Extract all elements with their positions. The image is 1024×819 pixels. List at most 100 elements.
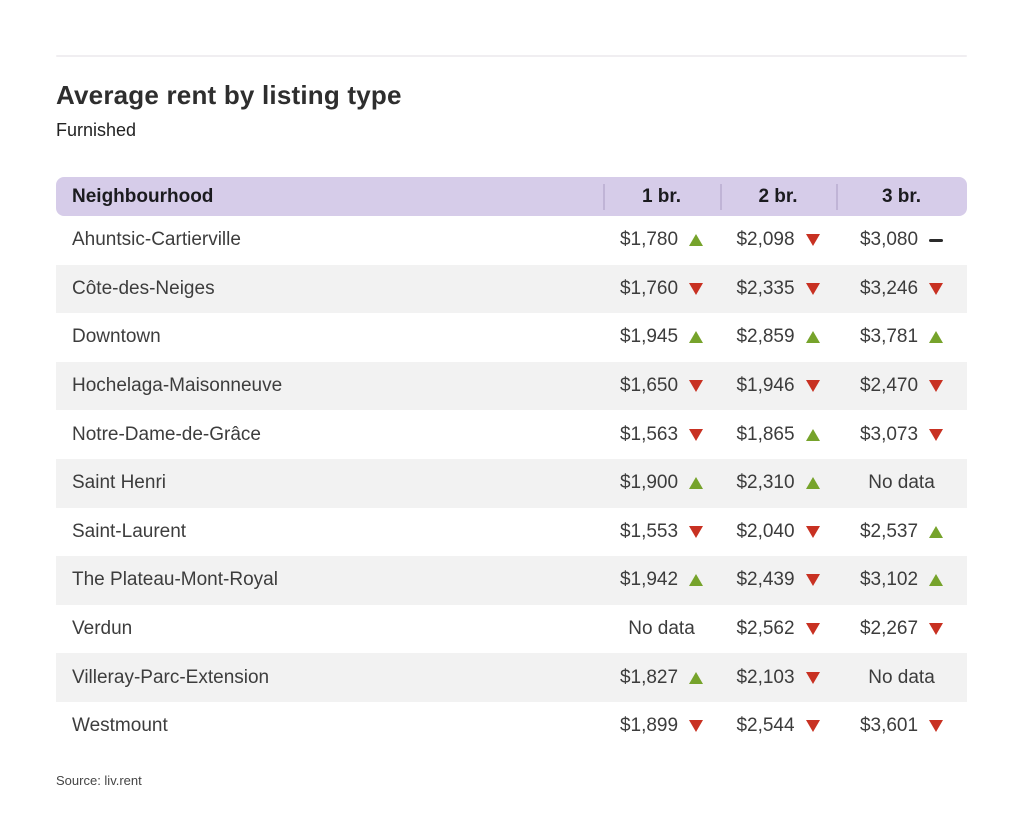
rent-cell-2br: $2,439 xyxy=(720,569,836,591)
table-row: Verdun No data $2,562 $2,267 xyxy=(56,604,967,654)
rent-cell-1br: $1,563 xyxy=(603,424,720,446)
trend-down-icon xyxy=(689,525,704,538)
trend-down-icon xyxy=(805,282,820,295)
trend-up-icon xyxy=(689,331,704,344)
trend-down-icon xyxy=(805,380,820,393)
trend-up-icon xyxy=(689,234,704,247)
rent-value: $1,553 xyxy=(619,520,679,542)
column-header-neighbourhood: Neighbourhood xyxy=(72,185,214,207)
top-divider xyxy=(56,55,967,57)
trend-down-icon xyxy=(929,282,944,295)
rent-value: $1,760 xyxy=(619,277,679,299)
column-header-2br: 2 br. xyxy=(720,186,836,208)
trend-down-icon xyxy=(929,380,944,393)
table-row: Côte-des-Neiges $1,760 $2,335 $3,246 xyxy=(56,264,967,314)
trend-down-icon xyxy=(805,525,820,538)
trend-up-icon xyxy=(805,477,820,490)
rent-value: $3,080 xyxy=(859,229,919,251)
rent-cell-2br: $2,310 xyxy=(720,472,836,494)
rent-value: $3,781 xyxy=(859,326,919,348)
table-row: Villeray-Parc-Extension $1,827 $2,103 No… xyxy=(56,653,967,702)
rent-cell-1br: $1,827 xyxy=(603,667,720,689)
rent-value: No data xyxy=(628,618,695,640)
rent-cell-1br: $1,553 xyxy=(603,521,720,543)
rent-value: $1,942 xyxy=(619,569,679,591)
trend-down-icon xyxy=(805,671,820,684)
rent-value: $1,899 xyxy=(619,715,679,737)
rent-cell-3br: $2,470 xyxy=(836,375,967,397)
trend-up-icon xyxy=(805,331,820,344)
rent-value: No data xyxy=(868,472,935,494)
neighbourhood-name: Ahuntsic-Cartierville xyxy=(72,229,241,251)
table-row: Downtown $1,945 $2,859 $3,781 xyxy=(56,313,967,362)
rent-value: No data xyxy=(868,666,935,688)
trend-down-icon xyxy=(689,380,704,393)
rent-cell-1br: $1,900 xyxy=(603,472,720,494)
neighbourhood-name: Côte-des-Neiges xyxy=(72,277,215,299)
content-area: Average rent by listing type Furnished N… xyxy=(56,0,967,788)
rent-value: $1,827 xyxy=(619,666,679,688)
rent-value: $1,900 xyxy=(619,472,679,494)
rent-cell-2br: $2,040 xyxy=(720,521,836,543)
source-note: Source: liv.rent xyxy=(56,772,142,788)
rent-cell-2br: $1,946 xyxy=(720,375,836,397)
rent-cell-3br: $3,781 xyxy=(836,326,967,348)
rent-cell-3br: $2,537 xyxy=(836,521,967,543)
rent-value: $2,098 xyxy=(736,229,795,251)
rent-value: $1,780 xyxy=(619,229,679,251)
rent-value: $2,040 xyxy=(736,520,795,542)
table-row: The Plateau-Mont-Royal $1,942 $2,439 $3,… xyxy=(56,556,967,605)
rent-cell-1br: $1,780 xyxy=(603,229,720,251)
table-row: Westmount $1,899 $2,544 $3,601 xyxy=(56,701,967,751)
table-row: Notre-Dame-de-Grâce $1,563 $1,865 $3,073 xyxy=(56,410,967,459)
page-title: Average rent by listing type xyxy=(56,80,402,110)
neighbourhood-name: Notre-Dame-de-Grâce xyxy=(72,423,261,445)
rent-cell-2br: $2,544 xyxy=(720,715,836,737)
rent-cell-3br: No data xyxy=(836,472,967,494)
rent-value: $2,310 xyxy=(736,472,795,494)
trend-down-icon xyxy=(929,428,944,441)
subtitle-furnished: Furnished xyxy=(56,120,137,140)
rent-cell-1br: $1,760 xyxy=(603,278,720,300)
rent-value: $1,563 xyxy=(619,423,679,445)
trend-down-icon xyxy=(929,720,944,733)
trend-down-icon xyxy=(805,234,820,247)
rent-value: $1,946 xyxy=(736,375,795,397)
rent-cell-3br: $2,267 xyxy=(836,618,967,640)
rent-value: $2,335 xyxy=(736,277,795,299)
rent-cell-2br: $2,335 xyxy=(720,278,836,300)
rent-cell-2br: $2,103 xyxy=(720,667,836,689)
neighbourhood-name: The Plateau-Mont-Royal xyxy=(72,569,278,591)
table-row: Saint-Laurent $1,553 $2,040 $2,537 xyxy=(56,507,967,557)
trend-up-icon xyxy=(689,671,704,684)
trend-up-icon xyxy=(689,477,704,490)
rent-cell-3br: $3,601 xyxy=(836,715,967,737)
rent-value: $3,246 xyxy=(859,277,919,299)
rent-value: $3,102 xyxy=(859,569,919,591)
table-row: Hochelaga-Maisonneuve $1,650 $1,946 $2,4… xyxy=(56,361,967,411)
rent-value: $2,544 xyxy=(736,715,795,737)
rent-value: $1,650 xyxy=(619,375,679,397)
rent-cell-2br: $2,562 xyxy=(720,618,836,640)
trend-down-icon xyxy=(805,720,820,733)
rent-cell-1br: $1,899 xyxy=(603,715,720,737)
trend-up-icon xyxy=(929,574,944,587)
neighbourhood-name: Hochelaga-Maisonneuve xyxy=(72,375,283,397)
trend-up-icon xyxy=(929,525,944,538)
neighbourhood-name: Saint Henri xyxy=(72,472,166,494)
rent-cell-2br: $1,865 xyxy=(720,424,836,446)
rent-value: $2,562 xyxy=(736,618,795,640)
rent-cell-2br: $2,859 xyxy=(720,326,836,348)
rent-value: $1,945 xyxy=(619,326,679,348)
rent-value: $2,537 xyxy=(859,520,919,542)
trend-up-icon xyxy=(805,428,820,441)
rent-cell-3br: No data xyxy=(836,667,967,689)
rent-cell-3br: $3,080 xyxy=(836,229,967,251)
neighbourhood-name: Saint-Laurent xyxy=(72,520,187,542)
rent-value: $3,073 xyxy=(859,423,919,445)
table-header-row: Neighbourhood 1 br. 2 br. 3 br. xyxy=(56,177,967,216)
table-body: Ahuntsic-Cartierville $1,780 $2,098 $3,0… xyxy=(56,216,967,751)
neighbourhood-name: Westmount xyxy=(72,715,168,737)
table-row: Ahuntsic-Cartierville $1,780 $2,098 $3,0… xyxy=(56,216,967,265)
